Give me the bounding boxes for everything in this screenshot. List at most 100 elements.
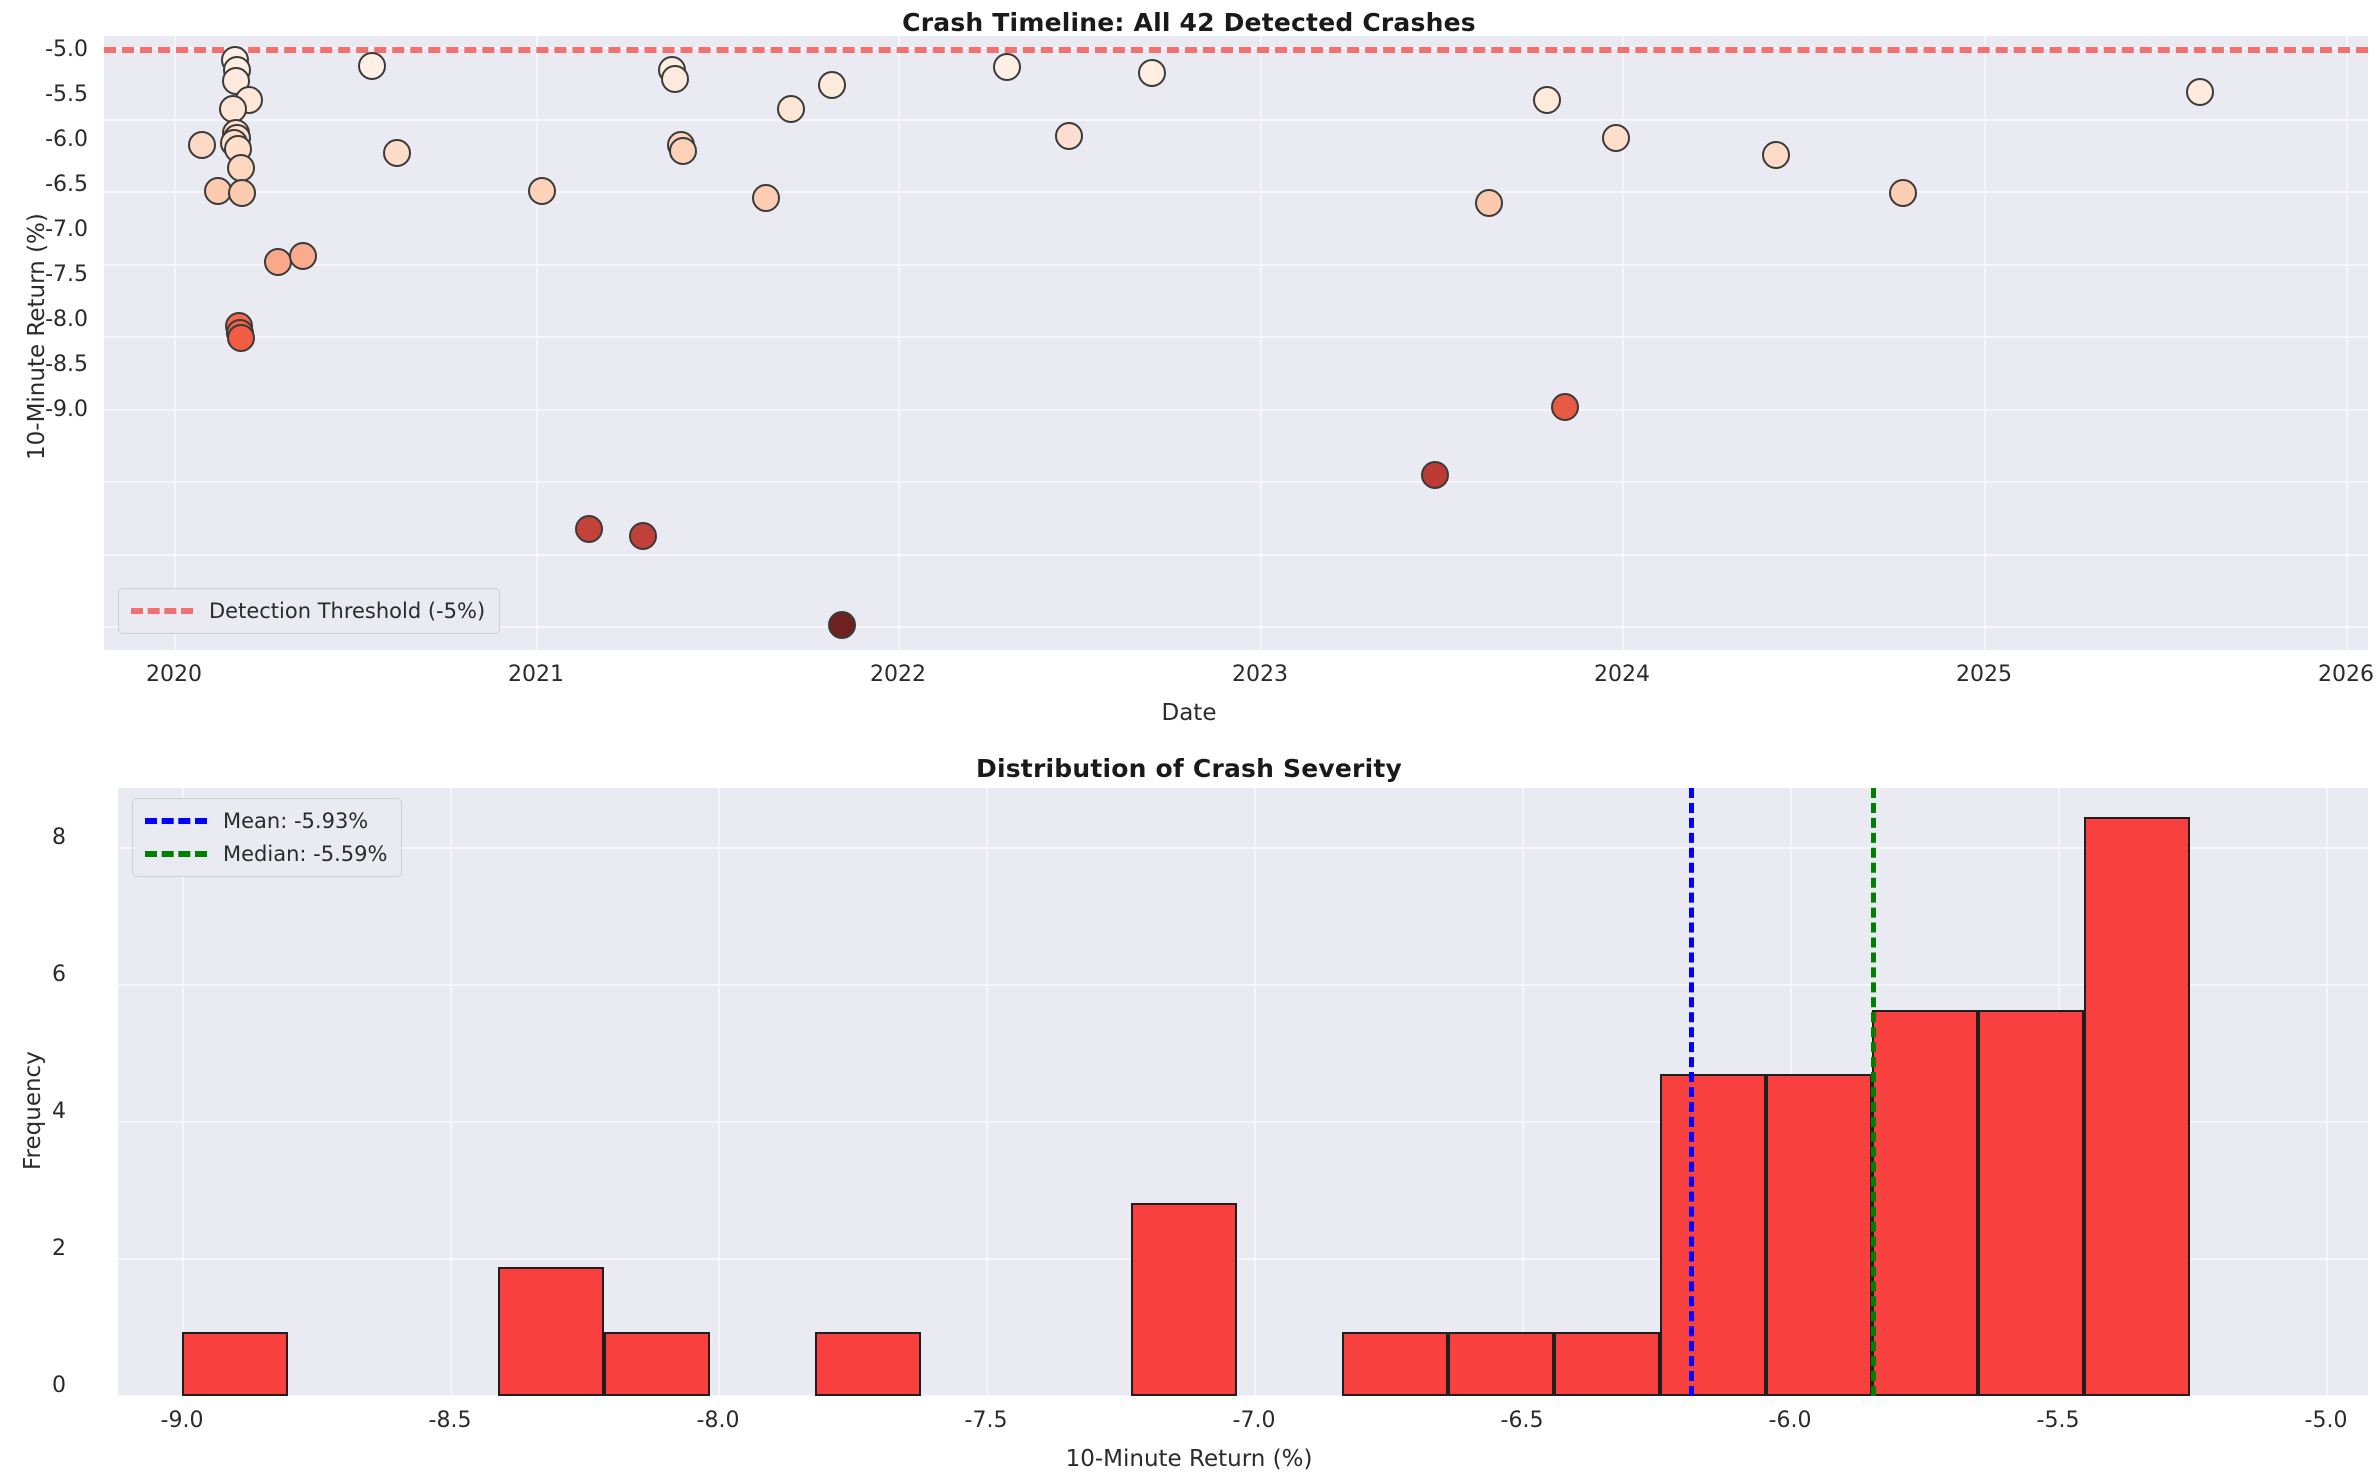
crash-point[interactable] — [289, 242, 317, 270]
crash-point[interactable] — [1138, 59, 1166, 87]
top-ylabel: 10-Minute Return (%) — [24, 213, 50, 460]
crash-point[interactable] — [358, 52, 386, 80]
top-ytick-5: -7.5 — [45, 262, 88, 287]
top-gridline-h — [104, 336, 2368, 338]
crash-point[interactable] — [818, 71, 846, 99]
top-ytick-6: -8.0 — [45, 307, 88, 332]
crash-point[interactable] — [2186, 78, 2214, 106]
crash-point[interactable] — [188, 131, 216, 159]
bottom-ytick-0: 0 — [52, 1373, 66, 1398]
bottom-gridline-h — [118, 847, 2368, 849]
crash-point[interactable] — [1889, 179, 1917, 207]
histogram-bar[interactable] — [1448, 1332, 1554, 1396]
bottom-ytick-4: 8 — [52, 825, 66, 850]
crash-point[interactable] — [1533, 86, 1561, 114]
crash-point[interactable] — [993, 53, 1021, 81]
crash-point[interactable] — [1421, 461, 1449, 489]
crash-point[interactable] — [1762, 141, 1790, 169]
histogram-bar[interactable] — [1978, 1010, 2084, 1396]
bottom-ytick-3: 6 — [52, 962, 66, 987]
crash-point[interactable] — [227, 154, 255, 182]
bottom-xtick-5: -6.5 — [1500, 1408, 1544, 1433]
bottom-gridline-v — [1254, 788, 1256, 1396]
detection-threshold-line — [104, 47, 2368, 53]
top-ytick-8: -9.0 — [45, 397, 88, 422]
top-gridline-h — [104, 626, 2368, 628]
crash-point[interactable] — [264, 248, 292, 276]
median-line — [1871, 788, 1876, 1396]
histogram-bar[interactable] — [498, 1267, 604, 1396]
crash-point[interactable] — [1475, 189, 1503, 217]
crash-point[interactable] — [1055, 122, 1083, 150]
crash-point[interactable] — [528, 177, 556, 205]
top-ytick-1: -5.5 — [45, 82, 88, 107]
crash-point[interactable] — [1551, 393, 1579, 421]
legend-entry-median: Median: -5.59% — [145, 841, 387, 867]
top-gridline-v — [174, 36, 176, 650]
crash-point[interactable] — [629, 522, 657, 550]
legend-entry-mean: Mean: -5.93% — [145, 808, 387, 834]
top-ytick-3: -6.5 — [45, 172, 88, 197]
bottom-xtick-3: -7.5 — [964, 1408, 1008, 1433]
bottom-xtick-4: -7.0 — [1232, 1408, 1276, 1433]
top-gridline-v — [1984, 36, 1986, 650]
top-xtick-6: 2026 — [2318, 662, 2374, 687]
histogram-bar[interactable] — [1342, 1332, 1448, 1396]
top-gridline-v — [1260, 36, 1262, 650]
histogram-bar[interactable] — [604, 1332, 710, 1396]
top-gridline-h — [104, 481, 2368, 483]
top-xtick-3: 2023 — [1232, 662, 1288, 687]
bottom-chart-legend: Mean: -5.93% Median: -5.59% — [132, 798, 403, 877]
crash-point[interactable] — [669, 137, 697, 165]
crash-point[interactable] — [752, 184, 780, 212]
crash-point[interactable] — [575, 515, 603, 543]
top-gridline-h — [104, 554, 2368, 556]
legend-entry-threshold: Detection Threshold (-5%) — [131, 598, 485, 624]
bottom-ytick-1: 2 — [52, 1236, 66, 1261]
crash-point[interactable] — [383, 139, 411, 167]
crash-point[interactable] — [777, 95, 805, 123]
bottom-gridline-h — [118, 1395, 2368, 1396]
bottom-gridline-h — [118, 1121, 2368, 1123]
crash-point[interactable] — [661, 65, 689, 93]
crash-timeline-panel: Crash Timeline: All 42 Detected Crashes … — [0, 0, 2378, 730]
mean-swatch — [145, 818, 207, 824]
top-ytick-0: -5.0 — [45, 37, 88, 62]
bottom-gridline-v — [182, 788, 184, 1396]
bottom-ytick-2: 4 — [52, 1099, 66, 1124]
top-gridline-h — [104, 191, 2368, 193]
histogram-bar[interactable] — [1660, 1074, 1766, 1396]
top-chart-title: Crash Timeline: All 42 Detected Crashes — [902, 8, 1476, 37]
top-xtick-2: 2022 — [870, 662, 926, 687]
histogram-bar[interactable] — [182, 1332, 288, 1396]
top-ytick-7: -8.5 — [45, 352, 88, 377]
legend-label: Median: -5.59% — [223, 842, 388, 866]
bottom-gridline-v — [986, 788, 988, 1396]
legend-label: Detection Threshold (-5%) — [209, 599, 486, 623]
crash-point[interactable] — [227, 324, 255, 352]
histogram-bar[interactable] — [1131, 1203, 1237, 1396]
crash-point[interactable] — [228, 179, 256, 207]
histogram-bar[interactable] — [815, 1332, 921, 1396]
top-xtick-0: 2020 — [146, 662, 202, 687]
bottom-xtick-1: -8.5 — [428, 1408, 472, 1433]
bottom-gridline-v — [1522, 788, 1524, 1396]
crash-point[interactable] — [828, 611, 856, 639]
crash-point[interactable] — [204, 177, 232, 205]
histogram-bar[interactable] — [2084, 817, 2190, 1396]
bottom-xlabel: 10-Minute Return (%) — [1065, 1446, 1313, 1472]
bottom-xtick-2: -8.0 — [696, 1408, 740, 1433]
crash-point[interactable] — [1602, 124, 1630, 152]
mean-line — [1689, 788, 1694, 1396]
bottom-gridline-v — [718, 788, 720, 1396]
top-gridline-v — [1622, 36, 1624, 650]
histogram-bar[interactable] — [1766, 1074, 1872, 1396]
histogram-bar[interactable] — [1872, 1010, 1978, 1396]
bottom-xtick-0: -9.0 — [160, 1408, 204, 1433]
bottom-ylabel: Frequency — [20, 1051, 46, 1170]
bottom-gridline-v — [2326, 788, 2328, 1396]
histogram-bar[interactable] — [1554, 1332, 1660, 1396]
top-gridline-h — [104, 264, 2368, 266]
legend-label: Mean: -5.93% — [223, 809, 369, 833]
top-gridline-v — [2346, 36, 2348, 650]
